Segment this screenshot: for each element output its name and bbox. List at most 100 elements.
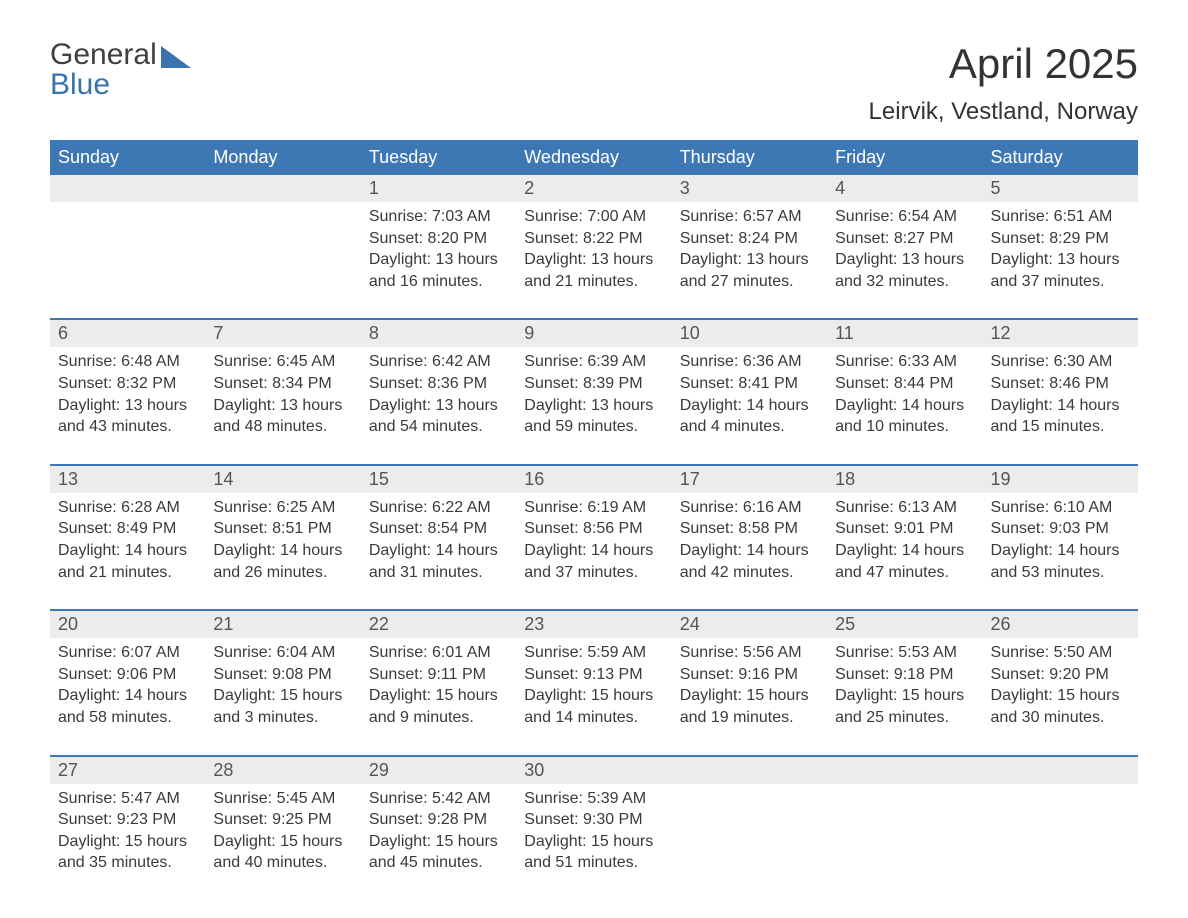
sunrise-text: Sunrise: 5:45 AM	[213, 788, 352, 810]
day-detail-cell: Sunrise: 6:54 AMSunset: 8:27 PMDaylight:…	[827, 202, 982, 319]
sunset-text: Sunset: 8:51 PM	[213, 518, 352, 540]
sunrise-text: Sunrise: 6:13 AM	[835, 497, 974, 519]
day-detail-cell: Sunrise: 6:48 AMSunset: 8:32 PMDaylight:…	[50, 347, 205, 464]
day-detail-cell: Sunrise: 6:19 AMSunset: 8:56 PMDaylight:…	[516, 493, 671, 610]
sunset-text: Sunset: 8:22 PM	[524, 228, 663, 250]
daylight-text: Daylight: 15 hours and 40 minutes.	[213, 831, 352, 874]
daylight-text: Daylight: 14 hours and 10 minutes.	[835, 395, 974, 438]
day-number-cell: 1	[361, 175, 516, 202]
day-number-cell: 30	[516, 756, 671, 784]
daylight-text: Daylight: 15 hours and 3 minutes.	[213, 685, 352, 728]
daylight-text: Daylight: 15 hours and 9 minutes.	[369, 685, 508, 728]
daylight-text: Daylight: 13 hours and 21 minutes.	[524, 249, 663, 292]
daylight-text: Daylight: 13 hours and 37 minutes.	[991, 249, 1130, 292]
sunrise-text: Sunrise: 6:07 AM	[58, 642, 197, 664]
day-number-cell: 4	[827, 175, 982, 202]
day-number-row: 12345	[50, 175, 1138, 202]
sunset-text: Sunset: 8:41 PM	[680, 373, 819, 395]
weekday-header: Sunday	[50, 140, 205, 175]
day-number-cell: 22	[361, 610, 516, 638]
sunrise-text: Sunrise: 5:42 AM	[369, 788, 508, 810]
day-number-cell: 26	[983, 610, 1138, 638]
day-detail-cell: Sunrise: 5:42 AMSunset: 9:28 PMDaylight:…	[361, 784, 516, 900]
day-number-cell: 12	[983, 319, 1138, 347]
daylight-text: Daylight: 14 hours and 42 minutes.	[680, 540, 819, 583]
daylight-text: Daylight: 13 hours and 43 minutes.	[58, 395, 197, 438]
day-detail-cell: Sunrise: 6:39 AMSunset: 8:39 PMDaylight:…	[516, 347, 671, 464]
day-number-cell: 20	[50, 610, 205, 638]
weekday-header: Friday	[827, 140, 982, 175]
day-detail-cell: Sunrise: 6:04 AMSunset: 9:08 PMDaylight:…	[205, 638, 360, 755]
weekday-header: Tuesday	[361, 140, 516, 175]
sunrise-text: Sunrise: 6:25 AM	[213, 497, 352, 519]
sunset-text: Sunset: 9:18 PM	[835, 664, 974, 686]
sunrise-text: Sunrise: 5:50 AM	[991, 642, 1130, 664]
day-detail-cell: Sunrise: 7:00 AMSunset: 8:22 PMDaylight:…	[516, 202, 671, 319]
calendar-table: SundayMondayTuesdayWednesdayThursdayFrid…	[50, 140, 1138, 900]
day-number-cell: 7	[205, 319, 360, 347]
day-number-cell: 16	[516, 465, 671, 493]
sunset-text: Sunset: 8:32 PM	[58, 373, 197, 395]
day-number-cell: 9	[516, 319, 671, 347]
day-number-cell: 15	[361, 465, 516, 493]
sunset-text: Sunset: 9:25 PM	[213, 809, 352, 831]
day-detail-row: Sunrise: 6:48 AMSunset: 8:32 PMDaylight:…	[50, 347, 1138, 464]
day-number-cell: 24	[672, 610, 827, 638]
day-number-cell: 11	[827, 319, 982, 347]
day-detail-cell: Sunrise: 6:10 AMSunset: 9:03 PMDaylight:…	[983, 493, 1138, 610]
daylight-text: Daylight: 13 hours and 27 minutes.	[680, 249, 819, 292]
day-number-cell: 13	[50, 465, 205, 493]
day-detail-cell: Sunrise: 6:28 AMSunset: 8:49 PMDaylight:…	[50, 493, 205, 610]
sunset-text: Sunset: 9:11 PM	[369, 664, 508, 686]
day-number-cell	[983, 756, 1138, 784]
location-subtitle: Leirvik, Vestland, Norway	[869, 98, 1138, 126]
day-detail-cell: Sunrise: 5:39 AMSunset: 9:30 PMDaylight:…	[516, 784, 671, 900]
day-detail-row: Sunrise: 7:03 AMSunset: 8:20 PMDaylight:…	[50, 202, 1138, 319]
day-detail-cell: Sunrise: 6:57 AMSunset: 8:24 PMDaylight:…	[672, 202, 827, 319]
logo-triangle-icon	[161, 46, 191, 68]
daylight-text: Daylight: 15 hours and 19 minutes.	[680, 685, 819, 728]
weekday-header: Saturday	[983, 140, 1138, 175]
daylight-text: Daylight: 13 hours and 32 minutes.	[835, 249, 974, 292]
sunset-text: Sunset: 8:46 PM	[991, 373, 1130, 395]
daylight-text: Daylight: 15 hours and 51 minutes.	[524, 831, 663, 874]
daylight-text: Daylight: 14 hours and 21 minutes.	[58, 540, 197, 583]
daylight-text: Daylight: 13 hours and 54 minutes.	[369, 395, 508, 438]
day-detail-cell: Sunrise: 6:33 AMSunset: 8:44 PMDaylight:…	[827, 347, 982, 464]
sunset-text: Sunset: 8:20 PM	[369, 228, 508, 250]
day-detail-cell	[205, 202, 360, 319]
day-detail-cell: Sunrise: 5:59 AMSunset: 9:13 PMDaylight:…	[516, 638, 671, 755]
daylight-text: Daylight: 13 hours and 59 minutes.	[524, 395, 663, 438]
sunrise-text: Sunrise: 6:42 AM	[369, 351, 508, 373]
sunrise-text: Sunrise: 5:59 AM	[524, 642, 663, 664]
day-detail-row: Sunrise: 6:28 AMSunset: 8:49 PMDaylight:…	[50, 493, 1138, 610]
day-number-cell: 18	[827, 465, 982, 493]
sunset-text: Sunset: 9:06 PM	[58, 664, 197, 686]
daylight-text: Daylight: 15 hours and 35 minutes.	[58, 831, 197, 874]
sunset-text: Sunset: 9:03 PM	[991, 518, 1130, 540]
day-detail-cell: Sunrise: 5:47 AMSunset: 9:23 PMDaylight:…	[50, 784, 205, 900]
sunrise-text: Sunrise: 5:53 AM	[835, 642, 974, 664]
sunset-text: Sunset: 8:29 PM	[991, 228, 1130, 250]
logo-text-2: Blue	[50, 70, 191, 100]
day-number-cell: 2	[516, 175, 671, 202]
weekday-header: Wednesday	[516, 140, 671, 175]
day-number-cell: 27	[50, 756, 205, 784]
day-detail-row: Sunrise: 5:47 AMSunset: 9:23 PMDaylight:…	[50, 784, 1138, 900]
daylight-text: Daylight: 14 hours and 53 minutes.	[991, 540, 1130, 583]
daylight-text: Daylight: 14 hours and 4 minutes.	[680, 395, 819, 438]
daylight-text: Daylight: 14 hours and 37 minutes.	[524, 540, 663, 583]
day-number-cell: 25	[827, 610, 982, 638]
day-detail-cell	[50, 202, 205, 319]
daylight-text: Daylight: 14 hours and 15 minutes.	[991, 395, 1130, 438]
day-detail-cell: Sunrise: 6:30 AMSunset: 8:46 PMDaylight:…	[983, 347, 1138, 464]
sunrise-text: Sunrise: 6:16 AM	[680, 497, 819, 519]
day-number-cell: 19	[983, 465, 1138, 493]
daylight-text: Daylight: 14 hours and 47 minutes.	[835, 540, 974, 583]
sunset-text: Sunset: 9:01 PM	[835, 518, 974, 540]
day-number-row: 20212223242526	[50, 610, 1138, 638]
daylight-text: Daylight: 14 hours and 26 minutes.	[213, 540, 352, 583]
sunset-text: Sunset: 9:28 PM	[369, 809, 508, 831]
sunrise-text: Sunrise: 5:56 AM	[680, 642, 819, 664]
day-detail-cell: Sunrise: 7:03 AMSunset: 8:20 PMDaylight:…	[361, 202, 516, 319]
